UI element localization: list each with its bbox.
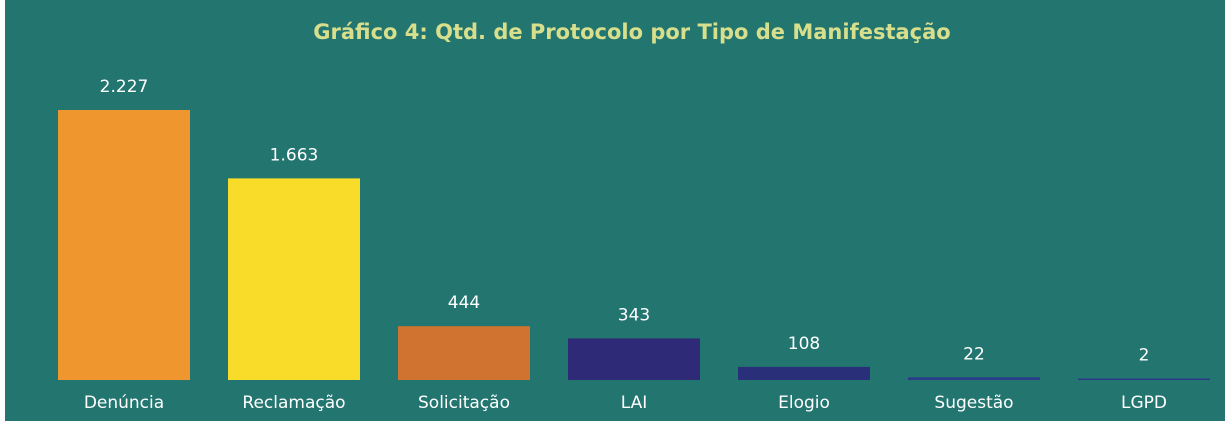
- x-tick-label: Denúncia: [84, 393, 164, 413]
- bar: [58, 110, 190, 380]
- x-tick-label: Elogio: [778, 393, 830, 413]
- value-label: 2: [1139, 346, 1150, 366]
- value-label: 2.227: [100, 77, 149, 97]
- value-label: 343: [618, 305, 650, 325]
- bar: [228, 178, 360, 380]
- x-tick-label: LGPD: [1121, 393, 1167, 413]
- bar: [568, 338, 700, 380]
- value-label: 1.663: [270, 145, 319, 165]
- x-tick-label: Solicitação: [418, 393, 510, 413]
- x-tick-label: LAI: [621, 393, 648, 413]
- value-label: 22: [963, 344, 985, 364]
- bar: [738, 366, 870, 380]
- bar: [398, 326, 530, 380]
- x-tick-label: Reclamação: [242, 393, 345, 413]
- chart-title: Gráfico 4: Qtd. de Protocolo por Tipo de…: [313, 20, 950, 44]
- x-tick-label: Sugestão: [934, 393, 1013, 413]
- bar: [1078, 378, 1210, 380]
- value-label: 444: [448, 293, 480, 313]
- value-label: 108: [788, 334, 820, 354]
- bar: [908, 377, 1040, 380]
